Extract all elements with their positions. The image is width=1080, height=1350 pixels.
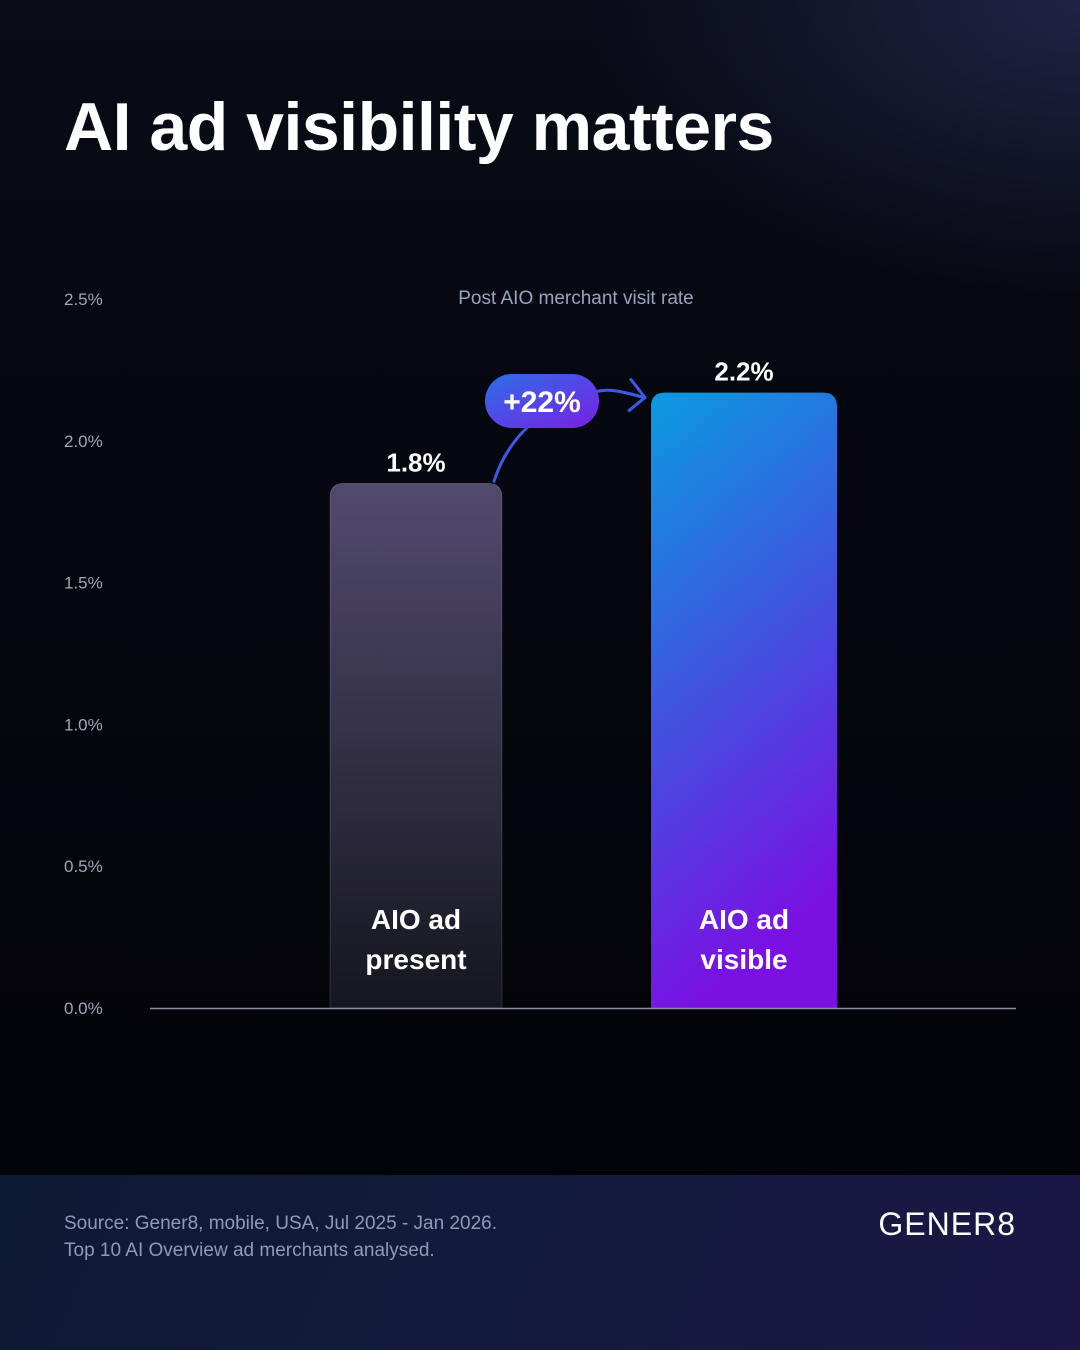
y-tick-label: 1.0% [64,715,103,734]
category-label: AIO ad [699,904,789,935]
y-tick-label: 0.5% [64,857,103,876]
bar-chart: Post AIO merchant visit rate 0.0% 0.5% 1.0%… [64,288,1016,1018]
page-title: AI ad visibility matters [64,89,774,165]
data-label: 2.2% [714,357,773,387]
y-tick-label: 2.0% [64,432,103,451]
data-label: 1.8% [386,447,445,477]
gener8-logo: GENER8 [878,1206,1016,1242]
footer [0,1175,1080,1350]
change-badge [485,374,599,428]
bar-aio-ad-present [329,482,503,1009]
y-tick-label: 1.5% [64,574,103,593]
bar-aio-ad-visible [651,392,837,1008]
category-label: visible [700,944,787,975]
annotation-arrow-end [594,388,647,400]
source-note: Source: Gener8, mobile, USA, Jul 2025 - … [64,1210,497,1264]
source-line-2: Top 10 AI Overview ad merchants analysed… [64,1240,435,1261]
arrow-head-icon [627,378,647,413]
source-line-1: Source: Gener8, mobile, USA, Jul 2025 - … [64,1213,498,1234]
annotation-arrow-start [492,419,536,483]
category-label: present [365,944,466,975]
y-tick-label: 2.5% [64,290,103,309]
category-label: AIO ad [371,904,461,935]
change-badge-label: +22% [503,386,581,419]
chart-title: Post AIO merchant visit rate [458,288,693,309]
y-tick-label: 0.0% [64,999,103,1018]
